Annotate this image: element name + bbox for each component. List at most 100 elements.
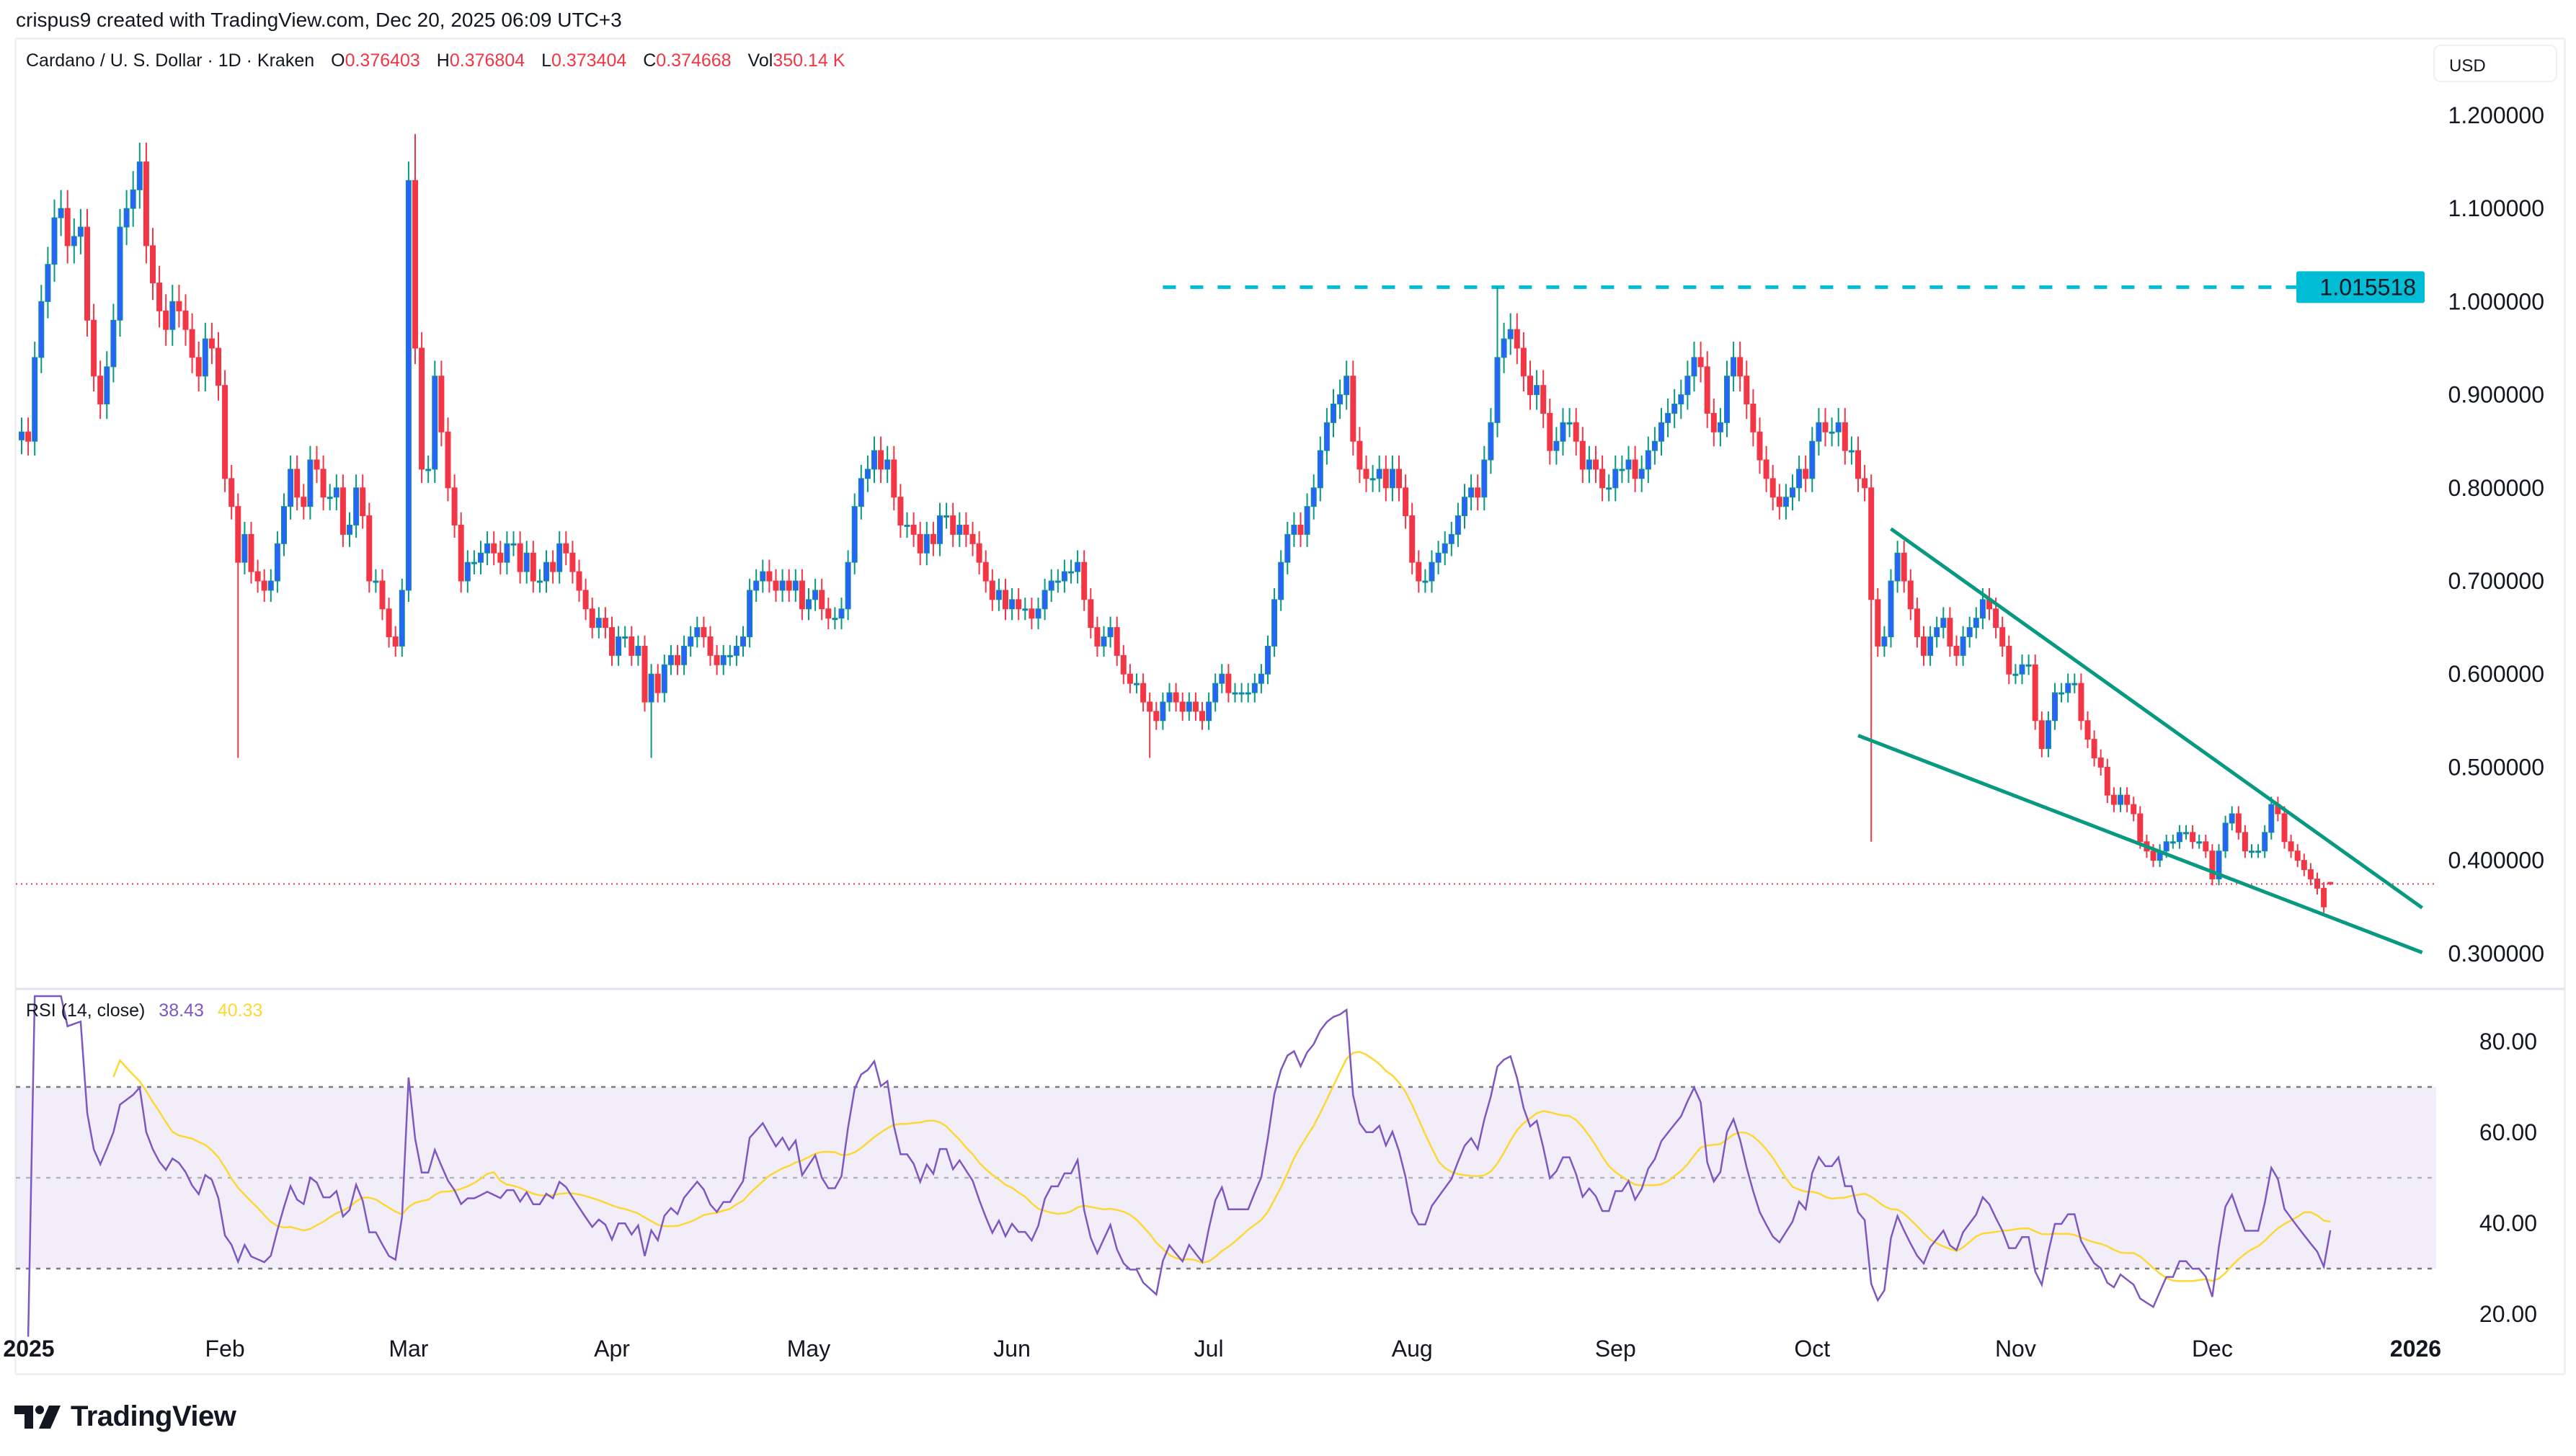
rsi-tick-label: 40.00 [2479, 1210, 2537, 1236]
candle [976, 531, 982, 574]
candle [491, 531, 497, 566]
price-tick-label: 0.500000 [2448, 754, 2544, 780]
tradingview-logo[interactable]: TradingView [14, 1400, 236, 1433]
candle-body [654, 673, 661, 693]
candle-body [2071, 683, 2078, 685]
candle [2091, 730, 2097, 767]
candle-body [228, 478, 235, 507]
candle-body [150, 245, 156, 284]
price-tick-label: 0.900000 [2448, 382, 2544, 408]
candle [1022, 598, 1029, 621]
candle-body [1940, 618, 1947, 629]
candle [1927, 626, 1934, 666]
candle [1593, 445, 1599, 484]
candle-body [1966, 627, 1973, 638]
candle [412, 133, 418, 365]
candle [1029, 598, 1035, 630]
candle [766, 559, 773, 593]
candle-body [694, 627, 701, 638]
candle-body [1035, 608, 1041, 619]
candle [1140, 673, 1147, 712]
candle [930, 521, 936, 556]
price-tick-label: 0.400000 [2448, 848, 2544, 874]
candle [897, 484, 904, 538]
symbol-title[interactable]: Cardano / U. S. Dollar · 1D · Kraken [26, 50, 315, 71]
candle-body [982, 561, 989, 582]
candle-body [1947, 618, 1953, 647]
candle-body [2288, 841, 2294, 852]
candle [2249, 844, 2255, 858]
candle [1212, 673, 1219, 712]
candle [838, 598, 845, 630]
candle-body [871, 450, 877, 470]
rsi-ma-line [112, 1051, 2331, 1282]
trendlines[interactable] [1857, 527, 2424, 954]
candle [773, 569, 779, 602]
time-axis[interactable]: 2025 Feb Mar Apr May Jun Jul Aug Sep Oct Nov Dec 202… [3, 1336, 2441, 1362]
candle-body [2131, 804, 2137, 814]
candle-body [1219, 673, 1225, 684]
candle [510, 531, 517, 556]
candle-body [1291, 524, 1297, 535]
candle-body [1599, 469, 1606, 489]
candle-body [536, 580, 543, 583]
candle-body [208, 338, 215, 349]
candle-body [629, 636, 635, 656]
candle-body [45, 264, 51, 302]
candle-body [1842, 422, 1848, 451]
candle [451, 474, 458, 538]
candle-body [425, 469, 432, 471]
candle-body [254, 571, 261, 582]
candle [1731, 342, 1737, 392]
candle-body [760, 571, 766, 582]
candle-body [2150, 851, 2157, 861]
candle-body [451, 487, 458, 525]
candle-body [733, 645, 740, 656]
candle [1881, 626, 1888, 657]
rsi-ma-value: 40.33 [217, 1000, 263, 1021]
candle-body [1862, 478, 1868, 489]
candle [1769, 465, 1776, 511]
candle [216, 332, 221, 401]
rsi-axis[interactable]: 80.00 60.00 40.00 20.00 [2479, 1029, 2537, 1327]
candle-body [1134, 683, 1140, 685]
candle-body [1724, 376, 1730, 423]
candle [1625, 445, 1632, 484]
candle [878, 436, 884, 484]
level-price-label: 1.015518 [2296, 271, 2425, 303]
candle [1790, 474, 1795, 511]
candle [1782, 484, 1789, 520]
price-axis[interactable]: 1.200000 1.100000 1.000000 0.900000 0.800000… [2448, 102, 2544, 967]
candle-body [616, 636, 622, 656]
candle-body [392, 636, 399, 647]
candle-body [517, 543, 523, 572]
close-value: 0.374668 [656, 50, 732, 71]
candle [1599, 455, 1606, 502]
currency-button[interactable]: USD [2433, 45, 2557, 82]
rsi-title[interactable]: RSI (14, close) [26, 1000, 146, 1021]
candle-body [327, 497, 333, 500]
candle [1901, 541, 1907, 593]
candle [1376, 455, 1382, 492]
candle-body [77, 226, 84, 237]
candle [2058, 683, 2065, 703]
volume-label: Vol [747, 50, 773, 71]
candle [536, 569, 543, 593]
candle [1501, 322, 1507, 373]
candle [1704, 351, 1710, 428]
candle-body [2038, 720, 2045, 750]
candle-body [1107, 627, 1114, 638]
candle [2110, 787, 2117, 812]
candle [641, 635, 648, 712]
candle [1665, 398, 1671, 438]
candle [1534, 370, 1540, 410]
candle-body [969, 533, 976, 544]
candle-body [143, 161, 149, 247]
candle [812, 578, 819, 611]
candle [1934, 616, 1940, 648]
candle [1540, 370, 1547, 428]
candle [235, 493, 241, 758]
candle [871, 436, 877, 484]
candle-body [1369, 478, 1376, 481]
